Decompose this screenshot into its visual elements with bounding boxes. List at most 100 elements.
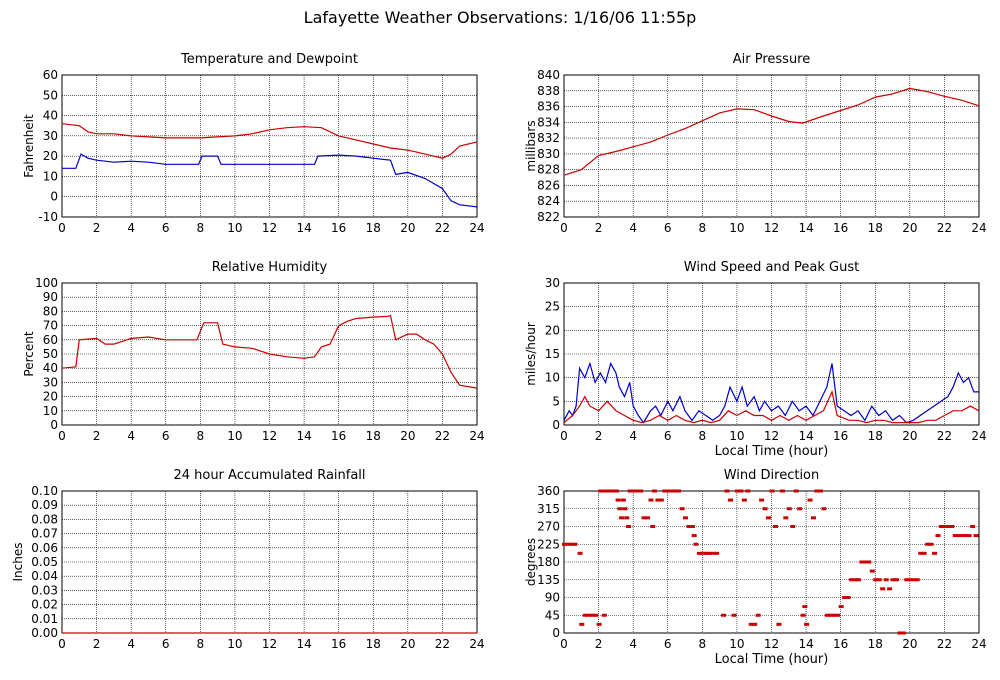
y-tick-label: 360	[537, 484, 560, 498]
plot-frame	[563, 282, 980, 426]
data-point	[790, 525, 796, 528]
x-tick-label: 18	[366, 221, 381, 235]
x-tick-label: 4	[629, 637, 637, 651]
x-tick-label: 18	[868, 637, 883, 651]
data-point	[714, 551, 720, 555]
data-point	[613, 489, 619, 493]
x-tick-label: 24	[469, 429, 484, 443]
x-tick-label: 20	[400, 637, 415, 651]
y-tick-label: 90	[545, 591, 560, 605]
y-tick-label: 0.02	[31, 598, 58, 612]
x-tick-label: 6	[162, 221, 170, 235]
y-tick-label: 0.09	[31, 498, 58, 512]
data-point	[811, 516, 816, 520]
y-axis-label: degrees	[524, 538, 538, 586]
page-title: Lafayette Weather Observations: 1/16/06 …	[303, 8, 697, 27]
y-tick-label: 45	[545, 608, 560, 622]
data-point	[601, 613, 607, 617]
data-point	[634, 489, 640, 493]
y-tick-label: 70	[43, 319, 58, 333]
data-point	[817, 489, 823, 493]
y-tick-label: -10	[38, 210, 58, 224]
x-tick-label: 4	[127, 637, 135, 651]
data-point	[952, 534, 958, 538]
chart-title: Relative Humidity	[212, 260, 328, 275]
y-axis-label: miles/hour	[524, 322, 538, 386]
data-point	[672, 489, 678, 493]
data-point	[679, 507, 685, 511]
data-point	[887, 587, 893, 591]
y-tick-label: 30	[43, 375, 58, 389]
x-tick-label: 6	[664, 637, 672, 651]
y-tick-label: 50	[43, 347, 58, 361]
data-point	[970, 525, 976, 528]
x-tick-label: 14	[296, 637, 311, 651]
data-point	[693, 542, 699, 546]
data-point	[766, 516, 772, 520]
data-point	[802, 605, 808, 609]
x-tick-label: 0	[560, 221, 568, 235]
data-point	[586, 613, 592, 617]
x-tick-label: 12	[764, 637, 779, 651]
series-line-2	[563, 390, 980, 424]
y-tick-label: 10	[545, 371, 560, 385]
y-tick-label: 10	[43, 169, 58, 183]
x-tick-label: 10	[227, 637, 242, 651]
data-point	[831, 613, 837, 617]
data-point	[759, 498, 765, 502]
x-tick-label: 20	[902, 637, 917, 651]
data-point	[577, 551, 583, 555]
data-point	[932, 551, 938, 555]
data-point	[710, 551, 716, 555]
x-tick-label: 10	[729, 637, 744, 651]
data-point	[619, 516, 625, 520]
x-tick-label: 4	[127, 221, 135, 235]
x-tick-label: 10	[227, 429, 242, 443]
data-point	[606, 489, 612, 493]
data-point	[772, 525, 778, 528]
chart-title: Wind Speed and Peak Gust	[684, 260, 859, 275]
x-tick-label: 0	[58, 221, 66, 235]
data-point	[904, 578, 910, 582]
y-tick-label: 40	[43, 361, 58, 375]
x-axis-label: Local Time (hour)	[715, 444, 829, 459]
y-tick-label: 25	[545, 300, 560, 314]
x-tick-label: 24	[469, 637, 484, 651]
data-point	[938, 525, 944, 528]
data-point	[918, 551, 924, 555]
y-tick-label: 60	[43, 333, 58, 347]
data-point	[615, 498, 621, 502]
data-point	[890, 578, 896, 582]
data-point	[963, 534, 969, 538]
data-point	[942, 525, 948, 528]
x-tick-label: 12	[262, 221, 277, 235]
x-tick-label: 8	[197, 429, 205, 443]
y-tick-label: 826	[537, 178, 560, 192]
data-point	[638, 489, 644, 493]
data-point	[855, 578, 861, 582]
data-point	[852, 578, 858, 582]
data-point	[949, 525, 955, 528]
data-point	[700, 551, 706, 555]
x-tick-label: 22	[937, 221, 952, 235]
y-tick-label: 5	[552, 394, 560, 408]
x-tick-label: 2	[93, 429, 101, 443]
y-tick-label: 0	[552, 626, 560, 640]
y-tick-label: 0	[552, 418, 560, 432]
data-point	[755, 613, 761, 617]
x-tick-label: 16	[833, 637, 848, 651]
data-point	[914, 578, 920, 582]
data-point	[707, 551, 713, 555]
data-point	[824, 613, 830, 617]
x-tick-label: 4	[127, 429, 135, 443]
y-tick-label: 838	[537, 84, 560, 98]
y-tick-label: 834	[537, 115, 560, 129]
y-tick-label: 40	[43, 109, 58, 123]
y-tick-label: 135	[537, 573, 560, 587]
x-tick-label: 0	[58, 637, 66, 651]
data-point	[738, 489, 744, 493]
x-tick-label: 2	[595, 429, 603, 443]
